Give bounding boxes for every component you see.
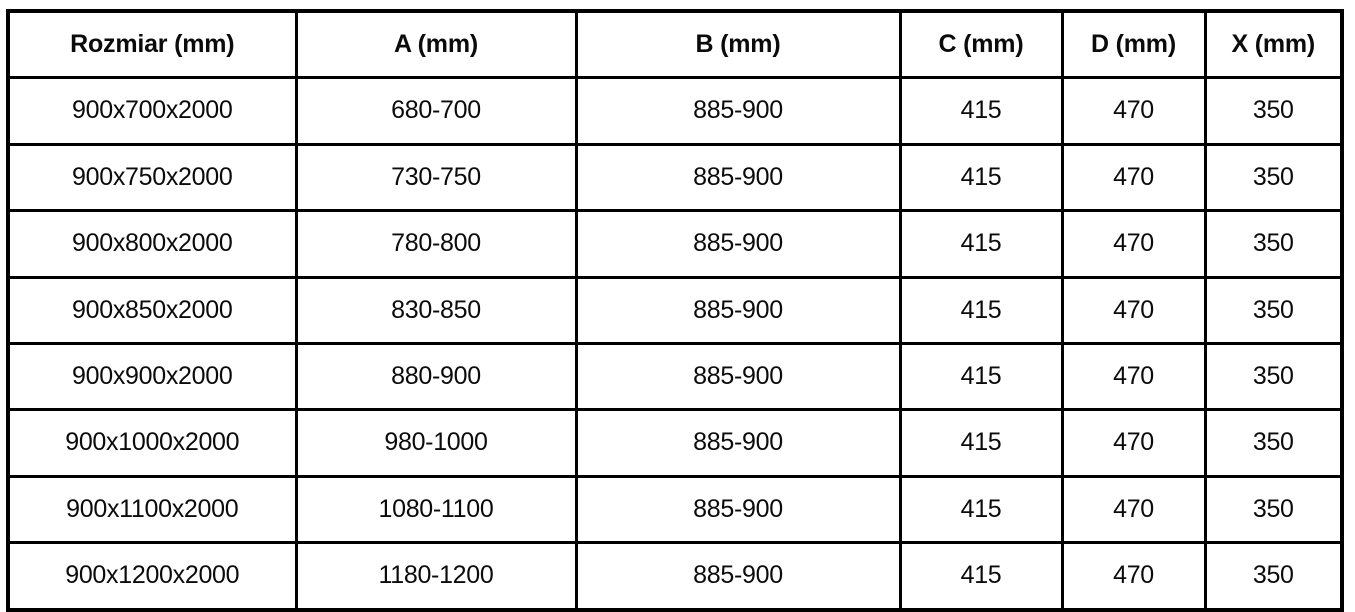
column-header-a: A (mm) [294,9,578,80]
cell-d: 470 [1060,76,1207,146]
cell-a: 830-850 [294,275,578,345]
cell-x: 350 [1203,275,1344,345]
table-header-row: Rozmiar (mm) A (mm) B (mm) C (mm) D (mm)… [6,9,1344,80]
column-header-d: D (mm) [1060,9,1207,80]
cell-d: 470 [1060,142,1207,213]
column-header-x: X (mm) [1203,9,1344,80]
cell-a: 880-900 [294,341,578,412]
column-header-c: C (mm) [898,9,1064,80]
cell-x: 350 [1203,76,1344,146]
table-row: 900x1200x2000 1180-1200 885-900 415 470 … [6,541,1344,612]
cell-x: 350 [1203,209,1344,279]
table-row: 900x800x2000 780-800 885-900 415 470 350 [6,209,1344,279]
specification-sheet: Rozmiar (mm) A (mm) B (mm) C (mm) D (mm)… [6,9,1344,612]
cell-a: 780-800 [294,209,578,279]
cell-size: 900x850x2000 [6,275,298,345]
cell-c: 415 [898,275,1064,345]
cell-b: 885-900 [574,76,902,146]
cell-d: 470 [1060,541,1207,612]
cell-x: 350 [1203,408,1344,478]
cell-a: 1180-1200 [294,541,578,612]
cell-d: 470 [1060,341,1207,412]
cell-b: 885-900 [574,209,902,279]
cell-x: 350 [1203,541,1344,612]
cell-size: 900x1200x2000 [6,541,298,612]
cell-d: 470 [1060,474,1207,545]
cell-b: 885-900 [574,408,902,478]
cell-b: 885-900 [574,341,902,412]
cell-a: 1080-1100 [294,474,578,545]
cell-a: 680-700 [294,76,578,146]
cell-x: 350 [1203,474,1344,545]
cell-c: 415 [898,408,1064,478]
cell-c: 415 [898,541,1064,612]
column-header-size: Rozmiar (mm) [6,9,298,80]
cell-d: 470 [1060,408,1207,478]
table-row: 900x700x2000 680-700 885-900 415 470 350 [6,76,1344,146]
cell-size: 900x800x2000 [6,209,298,279]
cell-b: 885-900 [574,275,902,345]
table-row: 900x850x2000 830-850 885-900 415 470 350 [6,275,1344,345]
cell-x: 350 [1203,142,1344,213]
cell-b: 885-900 [574,474,902,545]
cell-x: 350 [1203,341,1344,412]
cell-a: 980-1000 [294,408,578,478]
table-row: 900x1100x2000 1080-1100 885-900 415 470 … [6,474,1344,545]
table-row: 900x1000x2000 980-1000 885-900 415 470 3… [6,408,1344,478]
cell-a: 730-750 [294,142,578,213]
table-row: 900x750x2000 730-750 885-900 415 470 350 [6,142,1344,213]
cell-size: 900x1100x2000 [6,474,298,545]
cell-c: 415 [898,474,1064,545]
cell-c: 415 [898,76,1064,146]
cell-size: 900x700x2000 [6,76,298,146]
cell-d: 470 [1060,209,1207,279]
cell-b: 885-900 [574,541,902,612]
cell-c: 415 [898,341,1064,412]
cell-size: 900x1000x2000 [6,408,298,478]
cell-c: 415 [898,142,1064,213]
table-body: 900x700x2000 680-700 885-900 415 470 350… [6,76,1344,612]
table-row: 900x900x2000 880-900 885-900 415 470 350 [6,341,1344,412]
cell-size: 900x900x2000 [6,341,298,412]
cell-b: 885-900 [574,142,902,213]
table-header: Rozmiar (mm) A (mm) B (mm) C (mm) D (mm)… [6,9,1344,80]
cell-size: 900x750x2000 [6,142,298,213]
cell-d: 470 [1060,275,1207,345]
column-header-b: B (mm) [574,9,902,80]
cell-c: 415 [898,209,1064,279]
dimensions-table: Rozmiar (mm) A (mm) B (mm) C (mm) D (mm)… [6,9,1344,612]
